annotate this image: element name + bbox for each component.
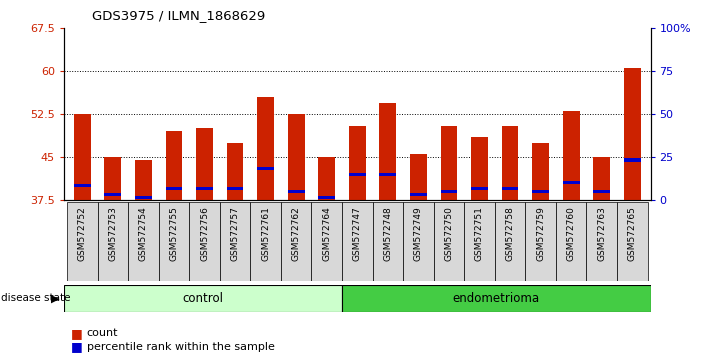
Bar (135, 160, 152, 200)
FancyBboxPatch shape (342, 202, 373, 281)
Text: GSM572763: GSM572763 (597, 206, 606, 261)
Bar (74, 114, 91, 200)
Bar (105, 157, 122, 200)
FancyBboxPatch shape (281, 202, 311, 281)
FancyBboxPatch shape (464, 202, 495, 281)
Bar (319, 195, 335, 199)
Text: GSM572762: GSM572762 (292, 206, 301, 261)
Bar (227, 187, 243, 190)
Bar (471, 137, 488, 200)
Bar (196, 129, 213, 200)
Bar (593, 190, 610, 193)
Text: percentile rank within the sample: percentile rank within the sample (87, 342, 274, 352)
Bar (288, 190, 304, 193)
Bar (257, 97, 274, 200)
FancyBboxPatch shape (495, 202, 525, 281)
FancyBboxPatch shape (617, 202, 648, 281)
Text: control: control (183, 292, 223, 305)
FancyBboxPatch shape (373, 202, 403, 281)
Text: disease state: disease state (1, 293, 71, 303)
Text: GSM572754: GSM572754 (139, 206, 148, 261)
Bar (227, 143, 243, 200)
Bar (74, 184, 91, 187)
Bar (562, 111, 579, 200)
FancyBboxPatch shape (434, 202, 464, 281)
Text: GSM572765: GSM572765 (628, 206, 637, 261)
FancyBboxPatch shape (159, 202, 189, 281)
Bar (349, 173, 365, 176)
Bar (105, 193, 122, 196)
Bar (288, 114, 304, 200)
Text: GSM572752: GSM572752 (77, 206, 87, 261)
Text: GSM572749: GSM572749 (414, 206, 423, 261)
Text: GSM572750: GSM572750 (444, 206, 454, 261)
Bar (502, 187, 518, 190)
Bar (532, 143, 549, 200)
Text: GSM572756: GSM572756 (200, 206, 209, 261)
Bar (624, 158, 641, 161)
Bar (562, 181, 579, 184)
Bar (410, 154, 427, 200)
Text: count: count (87, 329, 118, 338)
Text: GSM572757: GSM572757 (230, 206, 240, 261)
Bar (624, 68, 641, 200)
FancyBboxPatch shape (403, 202, 434, 281)
Text: GSM572755: GSM572755 (169, 206, 178, 261)
Text: ▶: ▶ (50, 293, 59, 303)
FancyBboxPatch shape (189, 202, 220, 281)
Text: GSM572753: GSM572753 (108, 206, 117, 261)
FancyBboxPatch shape (97, 202, 128, 281)
Bar (441, 126, 457, 200)
Bar (349, 126, 365, 200)
Bar (441, 190, 457, 193)
FancyBboxPatch shape (67, 202, 97, 281)
FancyBboxPatch shape (220, 202, 250, 281)
Text: ■: ■ (71, 341, 83, 353)
Text: GDS3975 / ILMN_1868629: GDS3975 / ILMN_1868629 (92, 9, 266, 22)
FancyBboxPatch shape (587, 202, 617, 281)
Text: GSM572760: GSM572760 (567, 206, 576, 261)
Text: GSM572748: GSM572748 (383, 206, 392, 261)
Bar (532, 190, 549, 193)
Bar (380, 173, 396, 176)
Bar (166, 131, 183, 200)
Bar (342, 285, 651, 312)
FancyBboxPatch shape (128, 202, 159, 281)
Bar (196, 187, 213, 190)
Bar (135, 195, 152, 199)
Text: GSM572759: GSM572759 (536, 206, 545, 261)
FancyBboxPatch shape (525, 202, 556, 281)
Text: GSM572747: GSM572747 (353, 206, 362, 261)
FancyBboxPatch shape (250, 202, 281, 281)
Bar (502, 126, 518, 200)
Bar (257, 167, 274, 170)
Bar (380, 103, 396, 200)
Text: ■: ■ (71, 327, 83, 340)
Text: GSM572761: GSM572761 (261, 206, 270, 261)
Bar (64, 285, 342, 312)
FancyBboxPatch shape (556, 202, 587, 281)
Text: GSM572758: GSM572758 (506, 206, 515, 261)
Bar (471, 187, 488, 190)
Bar (593, 157, 610, 200)
Text: GSM572751: GSM572751 (475, 206, 484, 261)
Bar (319, 157, 335, 200)
Bar (166, 187, 183, 190)
Bar (410, 193, 427, 196)
Text: GSM572764: GSM572764 (322, 206, 331, 261)
FancyBboxPatch shape (311, 202, 342, 281)
Text: endometrioma: endometrioma (453, 292, 540, 305)
